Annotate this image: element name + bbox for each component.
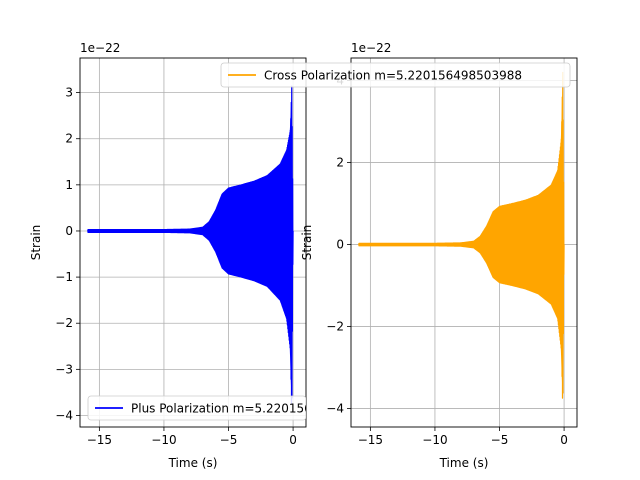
x-tick-label: −10 [151, 433, 176, 447]
y-tick-label: −1 [55, 270, 73, 284]
x-tick-label: −5 [491, 433, 509, 447]
axes-frame [350, 57, 578, 428]
series-plus-polarization [87, 85, 294, 405]
axes-frame [79, 57, 307, 428]
legend: Plus Polarization m=5.220156498503988 [87, 395, 381, 421]
y-tick-label: 0 [65, 224, 73, 238]
y-tick-label: −2 [55, 316, 73, 330]
legend-box [87, 395, 306, 421]
x-tick-label: 0 [289, 433, 297, 447]
series-cross-polarization [358, 71, 565, 399]
x-tick-label: −5 [220, 433, 238, 447]
y-axis-label: Strain [29, 225, 43, 261]
legend-label: Cross Polarization m=5.220156498503988 [264, 69, 522, 83]
series-envelope [87, 98, 294, 398]
legend-label: Plus Polarization m=5.220156498503988 [131, 402, 381, 416]
y-tick-label: 2 [336, 156, 344, 170]
y-tick-label: 1 [65, 178, 73, 192]
x-axis-label: Time (s) [439, 456, 489, 470]
x-tick-label: 0 [560, 433, 568, 447]
x-tick-label: −15 [358, 433, 383, 447]
y-tick-label: −4 [55, 408, 73, 422]
y-axis-label: Strain [300, 225, 314, 261]
y-tick-label: −3 [55, 362, 73, 376]
axis-multiplier-label: 1e−22 [80, 41, 120, 55]
x-tick-label: −10 [422, 433, 447, 447]
series-envelope [358, 90, 565, 393]
y-tick-label: 2 [65, 132, 73, 146]
x-tick-label: −15 [87, 433, 112, 447]
y-tick-label: −2 [326, 320, 344, 334]
y-tick-label: −4 [326, 402, 344, 416]
y-tick-label: 0 [336, 238, 344, 252]
axis-multiplier-label: 1e−22 [351, 41, 391, 55]
x-axis-label: Time (s) [168, 456, 218, 470]
legend: Cross Polarization m=5.220156498503988 [220, 62, 571, 88]
legend-box [220, 62, 571, 88]
y-tick-label: 3 [65, 86, 73, 100]
